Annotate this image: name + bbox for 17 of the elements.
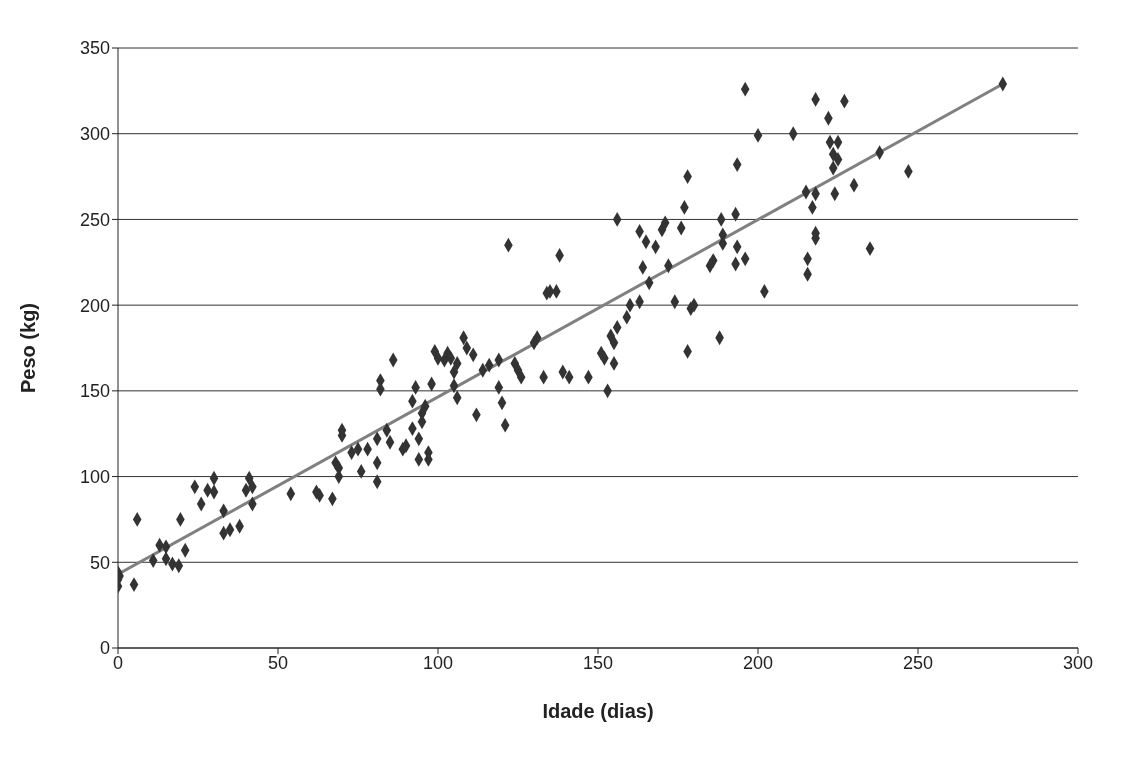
x-tick-label: 200 (742, 652, 774, 673)
y-tick-label: 350 (79, 38, 110, 59)
x-tick-label: 300 (1062, 652, 1094, 673)
y-tick-label: 100 (79, 466, 110, 487)
y-tick-label: 0 (99, 638, 110, 659)
x-tick-label: 150 (582, 652, 614, 673)
x-tick-label: 50 (267, 652, 289, 673)
y-tick-label: 200 (79, 295, 110, 316)
y-axis-title: Peso (kg) (17, 302, 40, 394)
x-tick-label: 250 (902, 652, 934, 673)
x-tick-label: 0 (112, 652, 124, 673)
y-tick-label: 50 (89, 552, 110, 573)
x-tick-label: 100 (422, 652, 454, 673)
x-axis-title: Idade (dias) (542, 700, 654, 722)
y-tick-label: 300 (79, 124, 110, 145)
y-tick-label: 250 (79, 209, 110, 230)
y-tick-label: 150 (79, 381, 110, 402)
